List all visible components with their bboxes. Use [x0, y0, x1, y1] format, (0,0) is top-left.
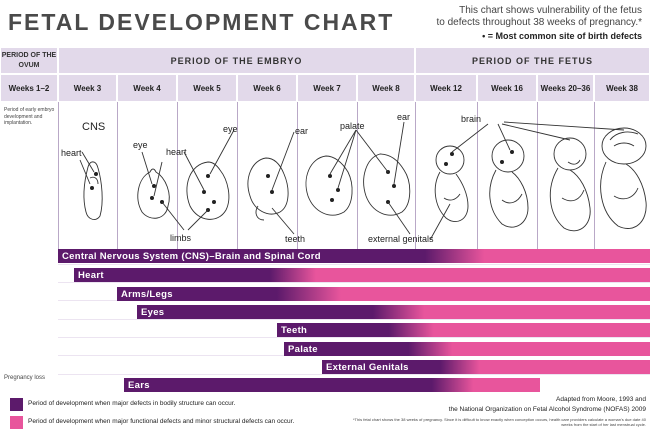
week-header: Week 8: [357, 74, 415, 102]
legend-major-label: Period of development when major defects…: [28, 400, 236, 407]
column-divider: [415, 102, 416, 250]
week-5-embryo-figure: [183, 129, 235, 231]
column-divider: [537, 102, 538, 250]
teeth-label: teeth: [285, 234, 306, 244]
week-header: Week 12: [415, 74, 477, 102]
week-20-36-fetus-figure: [549, 137, 591, 232]
heart-bar: Heart: [74, 268, 650, 282]
bar-label: Eyes: [141, 306, 165, 318]
ear-label: ear: [295, 126, 309, 136]
week-header: Weeks 20–36: [537, 74, 594, 102]
week-header: Week 4: [117, 74, 177, 102]
week-header: Week 16: [477, 74, 537, 102]
period-fetus-header: PERIOD OF THE FETUS: [415, 47, 650, 74]
cns-label: CNS: [82, 121, 106, 133]
legend-minor-label: Period of development when major functio…: [28, 418, 295, 425]
row-divider: [58, 282, 650, 283]
week-38-fetus-figure: [600, 127, 647, 229]
week-header: Week 7: [297, 74, 357, 102]
week-12-fetus-figure: [429, 145, 469, 241]
external-genitals-label: external genitals: [368, 234, 434, 244]
week-7-embryo-figure: [305, 129, 357, 216]
chart-title: FETAL DEVELOPMENT CHART: [8, 9, 395, 35]
week-header: Week 38: [594, 74, 650, 102]
eyes-bar: Eyes: [137, 305, 650, 319]
column-divider: [117, 102, 118, 250]
arms-legs-bar: Arms/Legs: [117, 287, 650, 301]
bar-label: Teeth: [281, 324, 308, 336]
chart-description-line: to defects throughout 38 weeks of pregna…: [436, 17, 642, 28]
week-6-embryo-figure: [247, 131, 295, 235]
row-divider: [58, 264, 650, 265]
legend-minor-swatch: [10, 416, 23, 429]
column-divider: [237, 102, 238, 250]
birth-defect-site-note: • = Most common site of birth defects: [482, 31, 642, 41]
bar-label: Palate: [288, 343, 318, 355]
column-divider: [177, 102, 178, 250]
column-divider: [594, 102, 595, 250]
chart-description: This chart shows vulnerability of the fe…: [410, 5, 642, 29]
bar-label: Arms/Legs: [121, 288, 173, 300]
palate-label: palate: [340, 121, 365, 131]
week-header: Week 5: [177, 74, 237, 102]
palate-bar: Palate: [284, 342, 650, 356]
legend-major-swatch: [10, 398, 23, 411]
eye-label: eye: [133, 140, 148, 150]
column-divider: [297, 102, 298, 250]
column-divider: [357, 102, 358, 250]
footnote: *This fetal chart shows the 38 weeks of …: [353, 417, 646, 427]
bar-label: Heart: [78, 269, 104, 281]
embryo-illustrations: [79, 121, 647, 241]
row-divider: [58, 374, 650, 375]
week-header: Weeks 1–2: [0, 74, 58, 102]
week-4-embryo-figure: [137, 151, 185, 231]
period-embryo-header: PERIOD OF THE EMBRYO: [58, 47, 415, 74]
column-divider: [58, 102, 59, 250]
embryo-period-note: Period of early embryo development and i…: [4, 107, 55, 126]
column-divider: [477, 102, 478, 250]
week-header: Week 3: [58, 74, 117, 102]
eye-label: eye: [223, 124, 238, 134]
cns-bar: Central Nervous System (CNS)–Brain and S…: [58, 249, 650, 263]
heart-label: heart: [61, 148, 82, 158]
week-8-embryo-figure: [355, 121, 411, 235]
teeth-bar: Teeth: [277, 323, 650, 337]
week-16-fetus-figure: [489, 139, 529, 228]
bar-label: Ears: [128, 379, 150, 391]
limbs-label: limbs: [170, 233, 192, 243]
bar-label: Central Nervous System (CNS)–Brain and S…: [62, 250, 321, 262]
pregnancy-loss-label: Pregnancy loss: [4, 375, 46, 381]
period-ovum-header: PERIOD OF THE OVUM: [0, 47, 58, 74]
week-3-embryo-figure: [79, 151, 103, 220]
heart-label: heart: [166, 147, 187, 157]
credit-line: the National Organization on Fetal Alcoh…: [448, 406, 646, 413]
brain-label: brain: [461, 114, 482, 124]
chart-description-line: This chart shows vulnerability of the fe…: [459, 5, 642, 16]
row-divider: [58, 337, 650, 338]
week-header: Week 6: [237, 74, 297, 102]
bar-label: External Genitals: [326, 361, 409, 373]
row-divider: [58, 319, 650, 320]
credit-line: Adapted from Moore, 1993 and: [556, 396, 646, 403]
external-genitals-bar: External Genitals: [322, 360, 650, 374]
ear-label: ear: [397, 112, 411, 122]
ears-bar: Ears: [124, 378, 540, 392]
